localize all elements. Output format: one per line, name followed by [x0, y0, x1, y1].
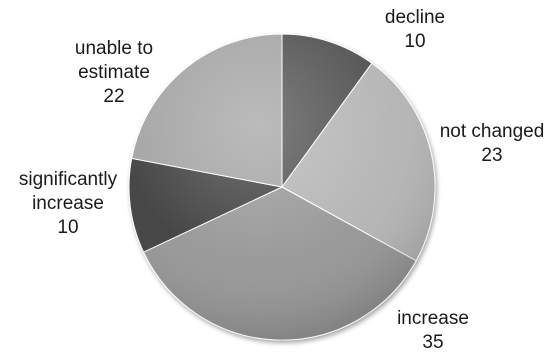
slice-label-significantly-increase: significantly increase 10	[19, 169, 118, 238]
slice-value: 10	[57, 217, 78, 238]
slice-category: unable to	[75, 38, 153, 59]
slice-label-unable-to-estimate: unable to estimate 22	[75, 38, 153, 107]
pie-labels: decline 10 not changed 23 increase 35 signific…	[19, 7, 544, 353]
slice-value: 10	[404, 31, 425, 52]
slice-label-not-changed: not changed 23	[440, 121, 545, 166]
slice-category: estimate	[78, 62, 150, 83]
slice-label-decline: decline 10	[385, 7, 445, 52]
slice-category: not changed	[440, 121, 545, 142]
slice-label-increase: increase 35	[397, 308, 469, 353]
pie-slices	[128, 33, 436, 341]
slice-value: 35	[422, 332, 443, 353]
slice-category: increase	[32, 193, 104, 214]
slice-category: significantly	[19, 169, 118, 190]
slice-value: 22	[103, 86, 124, 107]
slice-value: 23	[481, 145, 502, 166]
slice-category: increase	[397, 308, 469, 329]
slice-category: decline	[385, 7, 445, 28]
